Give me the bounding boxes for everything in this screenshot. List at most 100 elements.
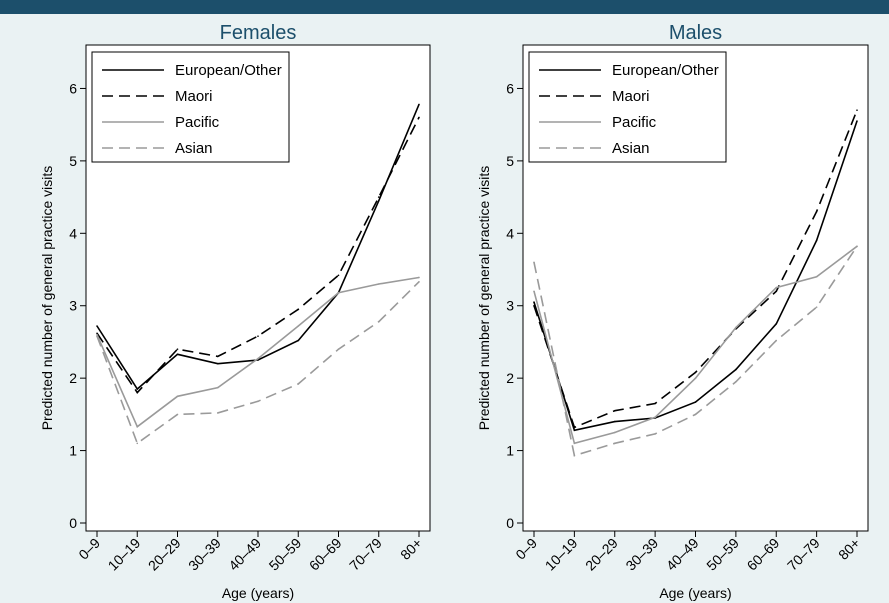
- data-point: [216, 355, 219, 358]
- data-point: [775, 323, 778, 325]
- data-point: [96, 332, 98, 335]
- data-point: [654, 402, 656, 405]
- data-point: [418, 116, 420, 119]
- data-point: [694, 371, 697, 374]
- x-tick-label: 70–79: [346, 535, 385, 574]
- data-point: [136, 391, 139, 394]
- chart-title: Females: [220, 22, 297, 44]
- series-line-maori: [96, 117, 420, 394]
- y-tick-label: 1: [69, 443, 77, 459]
- data-point: [418, 103, 420, 106]
- data-point: [533, 304, 535, 307]
- legend-label: European/Other: [612, 62, 719, 79]
- x-tick-label: 20–29: [582, 535, 621, 574]
- data-point: [176, 413, 179, 416]
- legend-label: Maori: [612, 88, 650, 105]
- data-point: [216, 386, 219, 389]
- y-tick-label: 6: [69, 80, 77, 96]
- data-point: [775, 339, 778, 342]
- data-point: [216, 412, 219, 414]
- y-tick-label: 0: [69, 515, 77, 531]
- data-point: [856, 245, 858, 248]
- data-point: [654, 416, 656, 419]
- data-point: [815, 210, 818, 213]
- y-tick-label: 2: [69, 370, 77, 386]
- data-point: [297, 339, 300, 342]
- data-point: [377, 283, 380, 285]
- data-point: [136, 388, 139, 390]
- data-point: [257, 357, 259, 360]
- data-point: [775, 286, 778, 289]
- data-point: [136, 425, 139, 428]
- data-point: [377, 196, 380, 198]
- x-tick-label: 0–9: [75, 535, 103, 563]
- data-point: [176, 395, 179, 398]
- legend-label: Pacific: [612, 114, 657, 131]
- data-point: [297, 325, 300, 327]
- panel-0: Females 0 1 2 3 4 5 6 0–9 10–19 20–29 30–39 40–49 50–…: [39, 22, 431, 601]
- data-point: [418, 276, 420, 279]
- data-point: [573, 454, 576, 457]
- data-point: [377, 320, 380, 323]
- data-point: [96, 333, 98, 336]
- data-point: [735, 380, 737, 383]
- data-point: [694, 413, 697, 416]
- data-point: [96, 325, 98, 327]
- x-axis-title: Age (years): [222, 585, 294, 601]
- data-point: [815, 306, 818, 308]
- y-tick-label: 3: [506, 298, 514, 314]
- y-tick-label: 4: [69, 225, 77, 241]
- data-point: [573, 429, 576, 432]
- data-point: [533, 301, 535, 303]
- x-tick-label: 40–49: [663, 535, 702, 574]
- x-tick-label: 20–29: [145, 535, 184, 574]
- data-point: [654, 433, 656, 435]
- legend-label: Pacific: [175, 114, 220, 131]
- data-point: [856, 120, 858, 122]
- data-point: [297, 308, 300, 311]
- data-point: [856, 109, 858, 111]
- data-point: [216, 362, 219, 365]
- data-point: [257, 335, 259, 337]
- data-point: [815, 275, 818, 278]
- y-tick-label: 5: [69, 153, 77, 169]
- x-tick-label: 30–39: [185, 535, 224, 574]
- data-point: [694, 401, 697, 403]
- legend-label: European/Other: [175, 62, 282, 79]
- data-point: [136, 442, 139, 445]
- x-tick-label: 10–19: [105, 535, 144, 574]
- chart-title: Males: [669, 22, 722, 44]
- y-axis-title: Predicted number of general practice vis…: [39, 166, 55, 431]
- legend-label: Maori: [175, 88, 213, 105]
- y-tick-label: 4: [506, 225, 514, 241]
- panel-1: Males 0 1 2 3 4 5 6 0–9 10–19 20–29 30–39 40–49 50–59…: [476, 22, 869, 601]
- data-point: [176, 348, 179, 350]
- y-tick-label: 6: [506, 80, 514, 96]
- legend-label: Asian: [175, 140, 213, 157]
- x-tick-label: 70–79: [784, 535, 823, 574]
- data-point: [176, 353, 179, 356]
- top-bar: [0, 0, 889, 14]
- x-tick-label: 80+: [835, 535, 863, 563]
- data-point: [613, 431, 616, 434]
- data-point: [694, 377, 697, 379]
- data-point: [815, 239, 818, 242]
- y-tick-label: 2: [506, 370, 514, 386]
- x-tick-label: 60–69: [744, 535, 783, 574]
- data-point: [573, 426, 576, 429]
- x-tick-label: 40–49: [225, 535, 264, 574]
- data-point: [573, 442, 576, 445]
- data-point: [735, 368, 737, 371]
- data-point: [297, 383, 300, 385]
- y-tick-label: 0: [506, 515, 514, 531]
- data-point: [337, 274, 340, 277]
- data-point: [418, 281, 420, 283]
- data-point: [96, 335, 98, 337]
- x-tick-label: 50–59: [266, 535, 305, 574]
- data-point: [337, 348, 340, 350]
- y-axis-title: Predicted number of general practice vis…: [476, 166, 492, 431]
- data-point: [735, 326, 737, 329]
- data-point: [337, 291, 340, 294]
- data-point: [257, 400, 259, 403]
